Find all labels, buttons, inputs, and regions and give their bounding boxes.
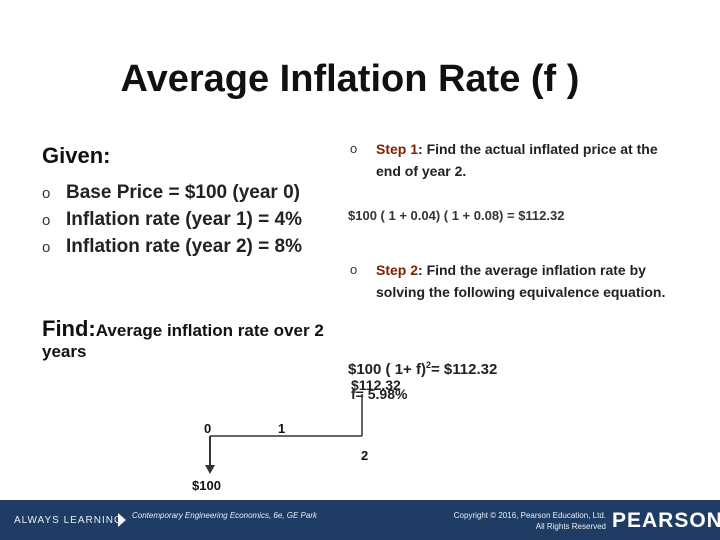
result-label: f= 5.98% — [351, 386, 408, 402]
timeline-label-1: 1 — [278, 421, 286, 436]
copyright-text: Copyright © 2016, Pearson Education, Ltd… — [400, 510, 606, 532]
book-citation: Contemporary Engineering Economics, 6e, … — [132, 511, 317, 520]
step-1: o Step 1: Find the actual inflated price… — [350, 138, 676, 182]
timeline-label-0: 0 — [204, 421, 212, 436]
slide-title: Average Inflation Rate (f ) — [120, 58, 580, 100]
bullet-icon: o — [42, 185, 51, 202]
bullet-icon: o — [42, 239, 51, 256]
footer-bar: ALWAYS LEARNING Contemporary Engineering… — [0, 500, 720, 540]
copyright-line-2: All Rights Reserved — [535, 522, 606, 531]
pearson-logo: PEARSON — [612, 509, 720, 532]
always-learning-text: ALWAYS LEARNING — [14, 515, 123, 526]
step-2: o Step 2: Find the average inflation rat… — [350, 259, 676, 303]
bullet-icon: o — [350, 141, 358, 156]
find-text: Average inflation rate over 2 years — [42, 321, 324, 361]
bullet-icon: o — [42, 212, 51, 229]
step-1-equation: $100 ( 1 + 0.04) ( 1 + 0.08) = $112.32 — [348, 208, 565, 223]
step-1-key: Step 1 — [376, 141, 419, 157]
arrow-head-icon — [205, 465, 215, 474]
given-item: o Inflation rate (year 1) = 4% — [42, 207, 302, 234]
step-2-body: : Find the average inflation rate by sol… — [376, 262, 666, 300]
equivalence-equation: $100 ( 1+ f)2= $112.32 — [348, 360, 497, 378]
future-value-label: $112.32 — [351, 377, 401, 393]
given-item-text: Inflation rate (year 1) = 4% — [66, 209, 302, 230]
given-item: o Base Price = $100 (year 0) — [42, 180, 302, 207]
given-item: o Inflation rate (year 2) = 8% — [42, 234, 302, 261]
step-2-key: Step 2 — [376, 262, 419, 278]
bullet-icon: o — [350, 262, 358, 277]
step-1-body: : Find the actual inflated price at the … — [376, 141, 658, 179]
given-heading: Given: — [42, 143, 111, 168]
find-statement: Find:Average inflation rate over 2 years — [42, 316, 342, 362]
equation-right: = $112.32 — [430, 361, 498, 378]
equation-exponent: 2 — [425, 360, 431, 370]
given-list: o Base Price = $100 (year 0) o Inflation… — [42, 180, 302, 261]
timeline-label-2: 2 — [361, 448, 369, 463]
equation-left: $100 ( 1+ f) — [348, 361, 426, 378]
find-label: Find: — [42, 316, 96, 341]
copyright-line-1: Copyright © 2016, Pearson Education, Ltd… — [453, 511, 606, 520]
cash-flow-label: $100 — [192, 478, 221, 493]
play-arrow-icon — [118, 513, 126, 527]
step-2-text: Step 2: Find the average inflation rate … — [376, 259, 676, 303]
step-1-text: Step 1: Find the actual inflated price a… — [376, 138, 676, 182]
given-item-text: Inflation rate (year 2) = 8% — [66, 236, 302, 257]
given-item-text: Base Price = $100 (year 0) — [66, 182, 300, 203]
